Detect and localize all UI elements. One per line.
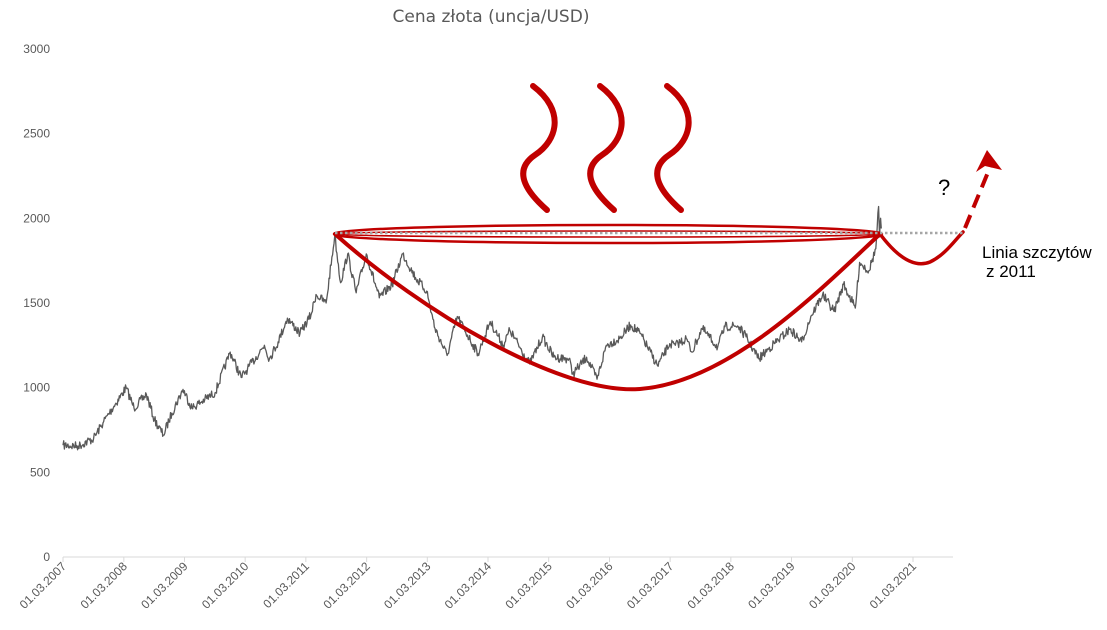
y-tick-label: 2500	[23, 127, 50, 141]
x-tick-label: 01.03.2009	[138, 559, 191, 612]
heat-wave-3	[654, 83, 692, 213]
breakout-arrow-head	[976, 150, 1002, 172]
x-tick-label: 01.03.2007	[17, 559, 70, 612]
x-tick-label: 01.03.2020	[806, 559, 859, 612]
x-tick-label: 01.03.2017	[624, 559, 677, 612]
x-tick-label: 01.03.2013	[381, 559, 434, 612]
heat-wave-2	[587, 83, 625, 213]
x-tick-label: 01.03.2016	[563, 559, 616, 612]
peak-line-label-2: z 2011	[986, 262, 1036, 281]
cup-and-handle-pattern	[332, 83, 1002, 392]
x-tick-label: 01.03.2015	[502, 559, 555, 612]
x-axis: 01.03.2007 01.03.2008 01.03.2009 01.03.2010…	[17, 557, 920, 612]
x-tick-label: 01.03.2018	[685, 559, 738, 612]
x-tick-label: 01.03.2019	[745, 559, 798, 612]
x-tick-label: 01.03.2011	[260, 559, 312, 611]
y-tick-label: 1500	[23, 296, 50, 310]
handle-curve	[878, 230, 965, 266]
x-tick-label: 01.03.2010	[199, 559, 252, 612]
x-tick-label: 01.03.2012	[320, 559, 373, 612]
breakout-arrow-dashed-line	[963, 164, 993, 229]
y-axis: 0 500 1000 1500 2000 2500 3000	[23, 42, 50, 564]
x-tick-label: 01.03.2021	[867, 559, 920, 612]
y-tick-label: 2000	[23, 211, 50, 225]
x-tick-label: 01.03.2014	[442, 559, 495, 612]
heat-wave-1	[520, 83, 558, 213]
y-tick-label: 0	[43, 550, 50, 564]
cup-curve	[333, 232, 882, 392]
x-tick-label: 01.03.2008	[78, 559, 131, 612]
peak-line-label-1: Linia szczytów	[982, 243, 1092, 262]
y-tick-label: 3000	[23, 42, 50, 56]
chart-title: Cena złota (uncja/USD)	[393, 7, 590, 27]
gold-price-series-line	[62, 205, 882, 451]
question-mark: ?	[938, 175, 950, 200]
y-tick-label: 500	[30, 465, 50, 479]
y-tick-label: 1000	[23, 381, 50, 395]
